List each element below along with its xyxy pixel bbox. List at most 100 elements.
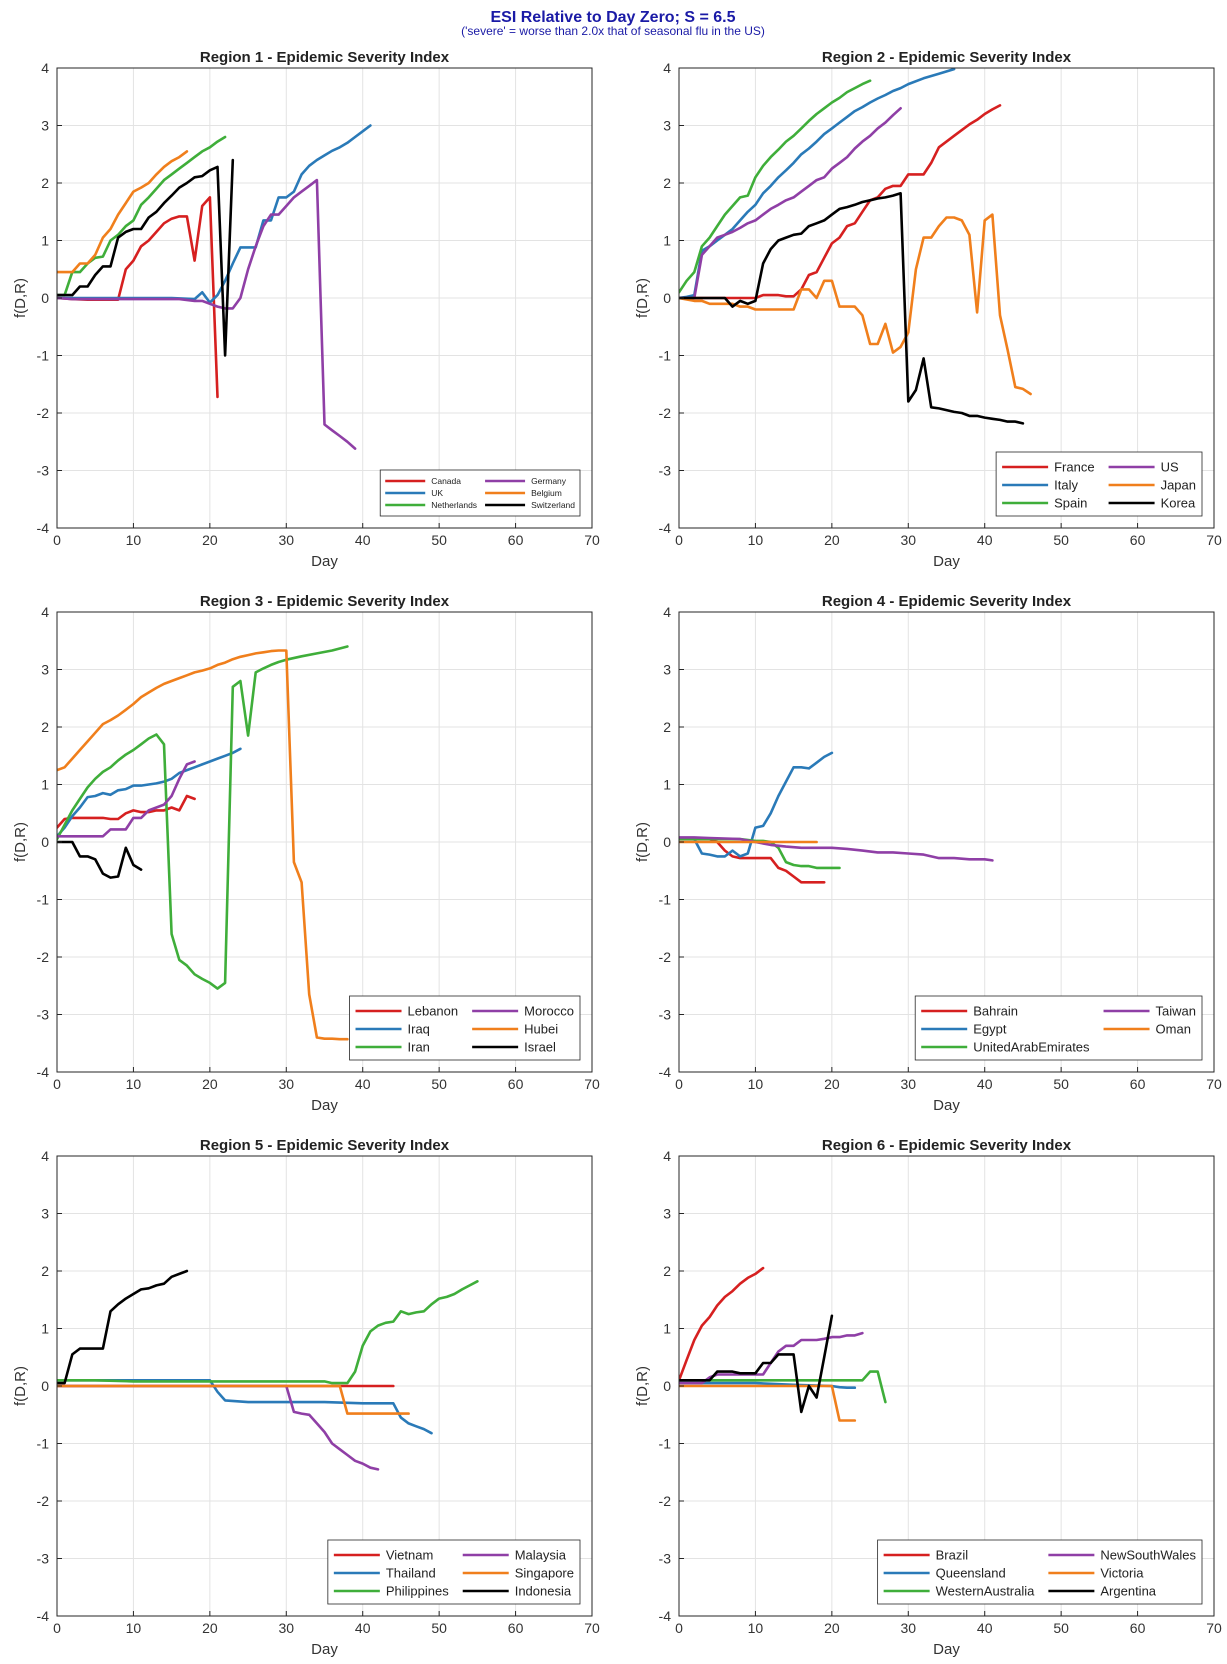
panel-5-xtick-label-5: 50 <box>431 1620 447 1636</box>
panel-4-legend: Bahrain Egypt UnitedArabEmirates Taiwan Oman <box>914 995 1203 1061</box>
panel-6-ylabel: f(D,R) <box>634 1366 651 1406</box>
panel-3: 0 10 20 30 40 50 60 70 -4 -3 -2 -1 0 1 2 3 4 Region 3 - E… <box>12 593 600 1114</box>
panel-1-ytick-label-3: -1 <box>37 348 50 364</box>
panel-6-xtick-label-4: 40 <box>977 1620 993 1636</box>
panel-2-xtick-label-0: 0 <box>675 532 683 548</box>
panel-4-legend-label-bahrain: Bahrain <box>973 1004 1018 1019</box>
panel-1-ytick-label-8: 4 <box>41 60 49 76</box>
panel-2-legend-label-france: France <box>1054 460 1094 475</box>
panel-1-xtick-label-4: 40 <box>355 532 371 548</box>
panel-3-series-hubei <box>57 649 349 1041</box>
panel-6-legend-box <box>877 1539 1203 1605</box>
panel-4-xtick-label-2: 20 <box>824 1076 840 1092</box>
panel-1-legend-label-belgium: Belgium <box>531 488 562 498</box>
panel-6-ytick-label-1: -3 <box>659 1551 672 1567</box>
panel-3-ytick-label-0: -4 <box>37 1064 50 1080</box>
panel-4-legend-label-egypt: Egypt <box>973 1022 1007 1037</box>
panel-1-ytick-label-6: 2 <box>41 175 49 191</box>
panel-5-xlabel: Day <box>311 1641 338 1658</box>
panel-6-series-brazil <box>679 1266 765 1382</box>
panel-6-legend-label-queensland: Queensland <box>936 1566 1006 1581</box>
panel-1-xtick-label-2: 20 <box>202 532 218 548</box>
panel-5-legend-label-indonesia: Indonesia <box>515 1584 572 1599</box>
panel-5-legend-label-vietnam: Vietnam <box>386 1548 433 1563</box>
panel-6-legend-label-newsouthwales: NewSouthWales <box>1100 1548 1196 1563</box>
panel-1-ylabel: f(D,R) <box>12 278 29 318</box>
panel-5-xtick-label-4: 40 <box>355 1620 371 1636</box>
panel-5-ytick-label-2: -2 <box>37 1493 50 1509</box>
panel-5-xtick-label-2: 20 <box>202 1620 218 1636</box>
panel-4-ytick-label-8: 4 <box>663 604 671 620</box>
panel-3-xlabel: Day <box>311 1097 338 1114</box>
panel-4-ylabel: f(D,R) <box>634 822 651 862</box>
panel-3-xtick-label-4: 40 <box>355 1076 371 1092</box>
panel-6-xtick-label-2: 20 <box>824 1620 840 1636</box>
panel-5-xtick-label-0: 0 <box>53 1620 61 1636</box>
panel-2-xlabel: Day <box>933 553 960 570</box>
panel-3-ytick-label-2: -2 <box>37 949 50 965</box>
panel-5-title: Region 5 - Epidemic Severity Index <box>200 1137 450 1154</box>
panel-4-series-group <box>679 751 994 884</box>
panel-3-ylabel: f(D,R) <box>12 822 29 862</box>
panel-5-legend: Vietnam Thailand Philippines Malaysia Singap… <box>327 1539 581 1605</box>
panel-5-xtick-label-1: 10 <box>126 1620 142 1636</box>
panel-2-xtick-label-5: 50 <box>1053 532 1069 548</box>
panel-2-ylabel: f(D,R) <box>634 278 651 318</box>
panel-1-legend-label-uk: UK <box>431 488 443 498</box>
panel-6-ytick-label-0: -4 <box>659 1608 672 1624</box>
panel-6-legend-label-westernaustralia: WesternAustralia <box>936 1584 1036 1599</box>
panel-5-series-group <box>57 1269 479 1471</box>
panel-2-ytick-label-8: 4 <box>663 60 671 76</box>
panel-4-xtick-label-7: 70 <box>1206 1076 1222 1092</box>
panel-4-title: Region 4 - Epidemic Severity Index <box>822 593 1072 610</box>
panel-2-ytick-label-0: -4 <box>659 520 672 536</box>
panel-3-legend-label-morocco: Morocco <box>524 1004 574 1019</box>
panel-4-xtick-label-6: 60 <box>1130 1076 1146 1092</box>
panel-1-ytick-label-1: -3 <box>37 463 50 479</box>
panel-2-series-spain <box>679 79 872 294</box>
panel-3-series-lebanon <box>57 794 196 829</box>
panel-1-xtick-label-7: 70 <box>584 532 600 548</box>
panel-3-ytick-label-5: 1 <box>41 777 49 793</box>
panel-4: 0 10 20 30 40 50 60 70 -4 -3 -2 -1 0 1 2 3 4 Region 4 - E… <box>634 593 1222 1114</box>
panel-3-ytick-label-7: 3 <box>41 662 49 678</box>
panel-3-xtick-label-3: 30 <box>278 1076 294 1092</box>
panel-4-ytick-label-4: 0 <box>663 834 671 850</box>
panel-1-legend: Canada UK Netherlands Germany Belgium Switzer… <box>379 469 581 517</box>
panel-4-legend-label-taiwan: Taiwan <box>1156 1004 1196 1019</box>
panel-2-xtick-label-1: 10 <box>748 532 764 548</box>
panel-2-legend-label-italy: Italy <box>1054 478 1078 493</box>
panel-5-ytick-label-8: 4 <box>41 1148 49 1164</box>
panel-5-legend-label-thailand: Thailand <box>386 1566 436 1581</box>
panel-2-xtick-label-7: 70 <box>1206 532 1222 548</box>
panel-4-xtick-label-1: 10 <box>748 1076 764 1092</box>
panel-6-ytick-label-3: -1 <box>659 1436 672 1452</box>
panel-5-xtick-label-7: 70 <box>584 1620 600 1636</box>
panel-6-legend: Brazil Queensland WesternAustralia NewSouth… <box>877 1539 1203 1605</box>
panel-6-ytick-label-4: 0 <box>663 1378 671 1394</box>
panel-2-legend: France Italy Spain US Japan Korea <box>995 451 1203 517</box>
panel-2-legend-label-spain: Spain <box>1054 496 1087 511</box>
panel-4-legend-label-oman: Oman <box>1156 1022 1191 1037</box>
panel-2-series-japan <box>679 213 1032 396</box>
panel-3-title: Region 3 - Epidemic Severity Index <box>200 593 450 610</box>
panel-3-ytick-label-1: -3 <box>37 1007 50 1023</box>
panel-2-title: Region 2 - Epidemic Severity Index <box>822 49 1072 66</box>
panel-5: 0 10 20 30 40 50 60 70 -4 -3 -2 -1 0 1 2 3 4 Region 5 - E… <box>12 1137 600 1658</box>
panel-5-ytick-label-7: 3 <box>41 1206 49 1222</box>
panel-5-ylabel: f(D,R) <box>12 1366 29 1406</box>
panel-2-xtick-label-2: 20 <box>824 532 840 548</box>
panel-6-series-group <box>679 1266 887 1422</box>
panel-5-xtick-label-3: 30 <box>278 1620 294 1636</box>
figure-title: ESI Relative to Day Zero; S = 6.5 <box>491 9 736 26</box>
panel-2-ytick-label-1: -3 <box>659 463 672 479</box>
panel-6-legend-label-brazil: Brazil <box>936 1548 969 1563</box>
panel-1-series-switzerland <box>57 158 235 357</box>
panel-4-xtick-label-4: 40 <box>977 1076 993 1092</box>
panel-3-ytick-label-3: -1 <box>37 892 50 908</box>
panel-4-xtick-label-5: 50 <box>1053 1076 1069 1092</box>
panel-2-series-italy <box>679 68 956 300</box>
panel-1: 0 10 20 30 40 50 60 70 -4 -3 -2 -1 0 1 2 3 4 Region 1 - E… <box>12 49 600 570</box>
